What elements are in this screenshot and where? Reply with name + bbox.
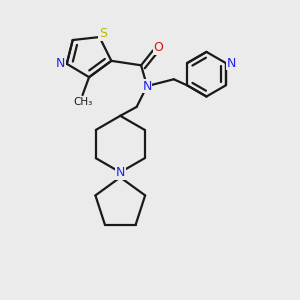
Text: CH₃: CH₃: [73, 97, 92, 106]
Text: N: N: [116, 166, 125, 179]
Text: N: N: [226, 57, 236, 70]
Text: O: O: [153, 41, 163, 54]
Text: N: N: [142, 80, 152, 93]
Text: N: N: [56, 57, 65, 70]
Text: S: S: [99, 27, 107, 40]
